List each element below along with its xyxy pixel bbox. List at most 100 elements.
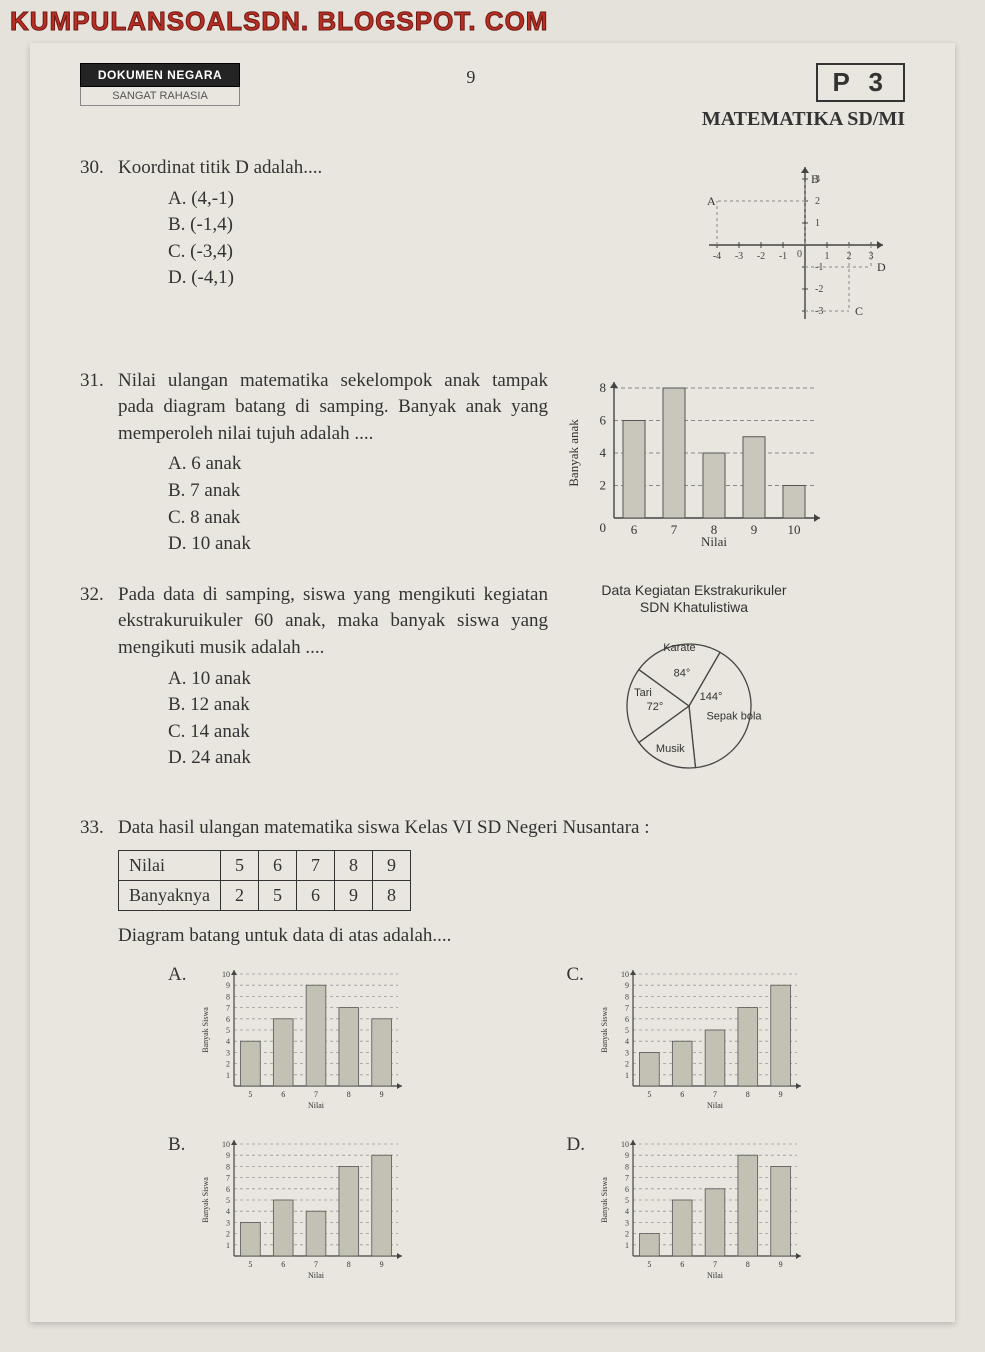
svg-text:9: 9: [625, 1151, 629, 1160]
q30-opt-c: C. (-3,4): [168, 239, 669, 266]
svg-text:1: 1: [226, 1241, 230, 1250]
svg-text:3: 3: [625, 1218, 629, 1227]
q32-options: A. 10 anak B. 12 anak C. 14 anak D. 24 a…: [168, 666, 548, 772]
question-text: Koordinat titik D adalah.... A. (4,-1) B…: [118, 155, 669, 344]
svg-text:10: 10: [222, 1140, 230, 1149]
q32-pie-chart: Data Kegiatan Ekstrakurikuler SDN Khatul…: [564, 582, 824, 792]
row-label: Banyaknya: [119, 881, 221, 911]
doc-classification-box: DOKUMEN NEGARA SANGAT RAHASIA: [80, 63, 240, 106]
svg-text:5: 5: [647, 1090, 651, 1099]
svg-text:2: 2: [625, 1060, 629, 1069]
svg-text:A: A: [707, 194, 716, 208]
q33-choice-c: C. 1234567891056789NilaiBanyak Siswa: [567, 962, 906, 1112]
svg-text:9: 9: [226, 1151, 230, 1160]
svg-text:10: 10: [788, 522, 801, 537]
svg-text:Musik: Musik: [656, 743, 685, 755]
paket-code: P 3: [816, 63, 905, 102]
cell: 6: [296, 881, 334, 911]
q31-options: A. 6 anak B. 7 anak C. 8 anak D. 10 anak: [168, 451, 548, 557]
svg-text:9: 9: [751, 522, 758, 537]
page-header: DOKUMEN NEGARA SANGAT RAHASIA 9 P 3 MATE…: [80, 63, 905, 131]
svg-text:2: 2: [226, 1230, 230, 1239]
svg-text:Banyak Siswa: Banyak Siswa: [201, 1007, 210, 1053]
svg-text:1: 1: [625, 1241, 629, 1250]
svg-text:9: 9: [380, 1090, 384, 1099]
q32-opt-a: A. 10 anak: [168, 666, 548, 693]
q31-opt-c: C. 8 anak: [168, 505, 548, 532]
svg-text:5: 5: [647, 1260, 651, 1269]
q32-opt-d: D. 24 anak: [168, 745, 548, 772]
q30-coordinate-plot: -4-3-2-1123-3-2-1123ABCD0: [685, 155, 905, 344]
svg-text:2: 2: [226, 1060, 230, 1069]
svg-text:C: C: [855, 304, 863, 318]
svg-text:8: 8: [226, 1162, 230, 1171]
choice-letter: B.: [168, 1132, 198, 1159]
svg-text:6: 6: [281, 1090, 285, 1099]
question-text: Nilai ulangan matematika sekelompok anak…: [118, 368, 548, 558]
svg-text:B: B: [811, 172, 819, 186]
svg-text:6: 6: [226, 1185, 230, 1194]
svg-text:5: 5: [248, 1260, 252, 1269]
svg-text:10: 10: [222, 970, 230, 979]
svg-text:7: 7: [226, 1004, 230, 1013]
pie-title-2: SDN Khatulistiwa: [640, 599, 748, 615]
svg-text:-1: -1: [779, 251, 787, 262]
svg-text:7: 7: [713, 1090, 717, 1099]
svg-text:6: 6: [625, 1015, 629, 1024]
svg-text:10: 10: [621, 1140, 629, 1149]
cell: 9: [372, 850, 410, 880]
choice-letter: D.: [567, 1132, 597, 1159]
svg-text:Nilai: Nilai: [707, 1101, 724, 1110]
svg-text:5: 5: [625, 1196, 629, 1205]
cell: 8: [334, 850, 372, 880]
pie-title: Data Kegiatan Ekstrakurikuler SDN Khatul…: [564, 582, 824, 616]
svg-text:Nilai: Nilai: [308, 1101, 325, 1110]
table-row-banyaknya: Banyaknya 2 5 6 9 8: [119, 881, 411, 911]
question-number: 33.: [80, 815, 118, 1282]
svg-text:6: 6: [226, 1015, 230, 1024]
question-number: 32.: [80, 582, 118, 792]
svg-text:4: 4: [600, 445, 607, 460]
choice-letter: A.: [168, 962, 198, 989]
svg-text:2: 2: [600, 477, 607, 492]
choice-letter: C.: [567, 962, 597, 989]
q33-choice-a: A. 1234567891056789NilaiBanyak Siswa: [168, 962, 507, 1112]
svg-text:Tari: Tari: [634, 687, 652, 699]
svg-text:Banyak Siswa: Banyak Siswa: [600, 1177, 609, 1223]
svg-text:3: 3: [226, 1218, 230, 1227]
q30-opt-b: B. (-1,4): [168, 212, 669, 239]
cell: 9: [334, 881, 372, 911]
svg-text:3: 3: [625, 1048, 629, 1057]
svg-text:1: 1: [825, 251, 830, 262]
svg-text:72°: 72°: [647, 701, 664, 713]
svg-text:9: 9: [226, 981, 230, 990]
q33-choice-charts: A. 1234567891056789NilaiBanyak Siswa C. …: [168, 962, 905, 1282]
svg-text:5: 5: [248, 1090, 252, 1099]
q33-stem: Data hasil ulangan matematika siswa Kela…: [118, 815, 905, 842]
page-number: 9: [466, 63, 475, 88]
svg-text:Nilai: Nilai: [707, 1271, 724, 1280]
svg-text:7: 7: [671, 522, 678, 537]
question-number: 30.: [80, 155, 118, 344]
svg-text:5: 5: [226, 1026, 230, 1035]
q32-opt-c: C. 14 anak: [168, 719, 548, 746]
small-bar-chart: 1234567891056789NilaiBanyak Siswa: [597, 1132, 807, 1282]
svg-text:6: 6: [600, 412, 607, 427]
svg-text:10: 10: [621, 970, 629, 979]
question-32: 32. Pada data di samping, siswa yang men…: [80, 582, 905, 792]
svg-text:7: 7: [625, 1004, 629, 1013]
question-number: 31.: [80, 368, 118, 558]
svg-text:9: 9: [625, 981, 629, 990]
svg-text:7: 7: [625, 1174, 629, 1183]
q31-opt-d: D. 10 anak: [168, 531, 548, 558]
svg-text:Karate: Karate: [663, 642, 695, 654]
svg-text:9: 9: [380, 1260, 384, 1269]
svg-text:-4: -4: [713, 251, 721, 262]
cell: 2: [220, 881, 258, 911]
svg-text:1: 1: [226, 1071, 230, 1080]
row-label: Nilai: [119, 850, 221, 880]
svg-text:8: 8: [226, 992, 230, 1001]
q33-prompt: Diagram batang untuk data di atas adalah…: [118, 923, 905, 950]
watermark-text: KUMPULANSOALSDN. BLOGSPOT. COM: [0, 0, 985, 43]
svg-text:2: 2: [625, 1230, 629, 1239]
